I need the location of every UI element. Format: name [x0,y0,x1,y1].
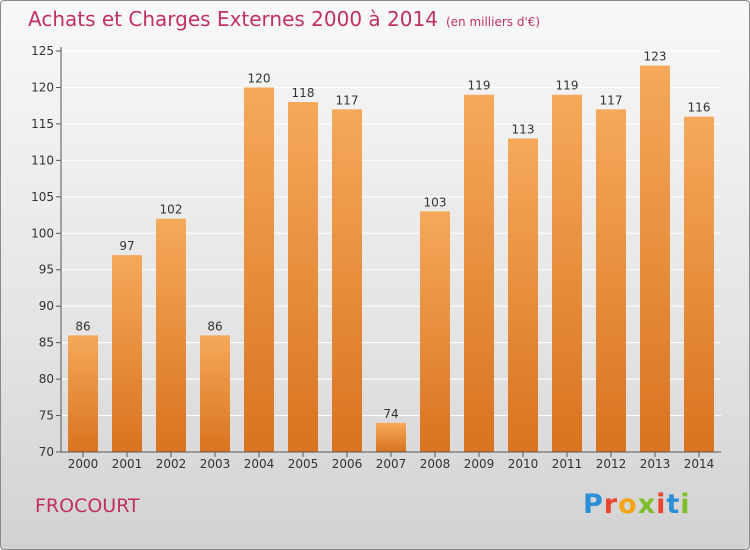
proxiti-logo: Proxiti [583,489,691,520]
bar-2011 [552,94,582,452]
bar-2008 [420,211,450,452]
chart-subtitle: (en milliers d'€) [445,15,541,29]
logo-letter: t [666,489,681,520]
x-tick-label: 2002 [156,457,187,471]
bar-2000 [68,335,98,452]
y-tick-label: 75 [39,409,54,423]
data-label: 86 [207,319,222,333]
commune-name: FROCOURT [35,495,140,517]
data-label: 103 [424,195,447,209]
logo-letter: i [680,489,691,520]
y-tick-label: 110 [31,153,54,167]
y-tick-label: 70 [39,445,54,459]
y-tick-label: 80 [39,372,54,386]
logo-letter: r [603,489,619,520]
data-label: 119 [556,79,579,93]
x-tick-label: 2003 [200,457,231,471]
data-label: 97 [119,239,134,253]
y-tick-label: 105 [31,190,54,204]
logo-letter: i [656,489,667,520]
data-label: 117 [600,93,623,107]
bar-2006 [332,109,362,452]
x-tick-label: 2004 [244,457,275,471]
bar-2009 [464,94,494,452]
y-tick-label: 90 [39,299,54,313]
data-label: 118 [292,86,315,100]
data-label: 116 [688,101,711,115]
x-tick-label: 2001 [112,457,143,471]
data-label: 123 [644,50,667,64]
bar-2010 [508,138,538,452]
x-tick-label: 2009 [464,457,495,471]
data-label: 102 [160,203,183,217]
bar-2005 [288,102,318,452]
x-tick-label: 2005 [288,457,319,471]
data-label: 119 [468,79,491,93]
chart-title: Achats et Charges Externes 2000 à 2014 (e… [28,7,540,31]
logo-letter: P [583,489,604,520]
x-tick-label: 2010 [508,457,539,471]
bar-2002 [156,218,186,452]
x-tick-label: 2008 [420,457,451,471]
x-tick-label: 2014 [684,457,715,471]
bars: 86 97 102 86 120 118 117 74 103 119 113 119 117 123 11… [68,50,714,453]
y-tick-label: 100 [31,226,54,240]
logo-letter: x [637,489,657,520]
x-tick-label: 2012 [596,457,627,471]
bar-2012 [596,109,626,452]
x-tick-label: 2011 [552,457,583,471]
y-tick-label: 85 [39,336,54,350]
y-tick-label: 95 [39,263,54,277]
bar-2014 [684,116,714,453]
x-tick-label: 2006 [332,457,363,471]
bar-2013 [640,65,670,452]
data-label: 117 [336,93,359,107]
x-tick-label: 2000 [68,457,99,471]
y-tick-label: 120 [31,80,54,94]
bar-2007 [376,422,406,452]
data-label: 120 [248,71,271,85]
data-label: 86 [75,319,90,333]
bar-2004 [244,87,274,453]
x-tick-label: 2013 [640,457,671,471]
axes: 70 75 80 85 90 95 100 105 110 115 120 125 2000 2001 20… [31,44,721,471]
data-label: 74 [383,407,398,421]
y-tick-label: 115 [31,117,54,131]
bar-2003 [200,335,230,452]
logo-letter: o [618,489,638,520]
x-tick-label: 2007 [376,457,407,471]
y-tick-label: 125 [31,44,54,58]
title-text: Achats et Charges Externes 2000 à 2014 [28,7,438,31]
bar-2001 [112,255,142,452]
data-label: 113 [512,122,535,136]
